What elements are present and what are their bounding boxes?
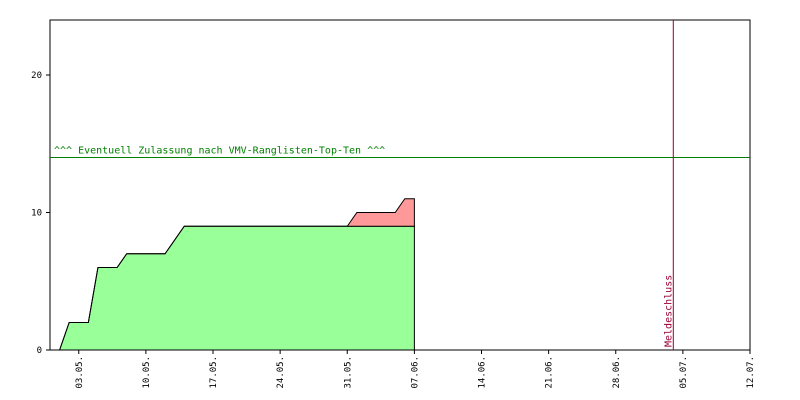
x-tick-label: 28.06.	[612, 356, 622, 389]
area	[59, 198, 415, 351]
area	[58, 225, 415, 351]
y-tick-label: 10	[31, 209, 42, 219]
x-tick-label: 07.06.	[410, 356, 420, 389]
x-tick-label: 10.05.	[142, 356, 152, 389]
x-tick-label: 17.05.	[209, 356, 219, 389]
x-tick-label: 05.07.	[679, 356, 689, 389]
threshold-label: ^^^ Eventuell Zulassung nach VMV-Ranglis…	[54, 146, 385, 157]
y-tick-label: 20	[31, 71, 42, 81]
x-tick-label: 03.05.	[75, 356, 85, 389]
x-tick-label: 21.06.	[545, 356, 555, 389]
x-tick-label: 14.06.	[478, 356, 488, 389]
y-tick-label: 0	[37, 346, 42, 356]
x-tick-label: 12.07.	[746, 356, 756, 389]
x-tick-label: 31.05.	[343, 356, 353, 389]
x-tick-label: 24.05.	[276, 356, 286, 389]
deadline-label: Meldeschluss	[663, 275, 674, 347]
